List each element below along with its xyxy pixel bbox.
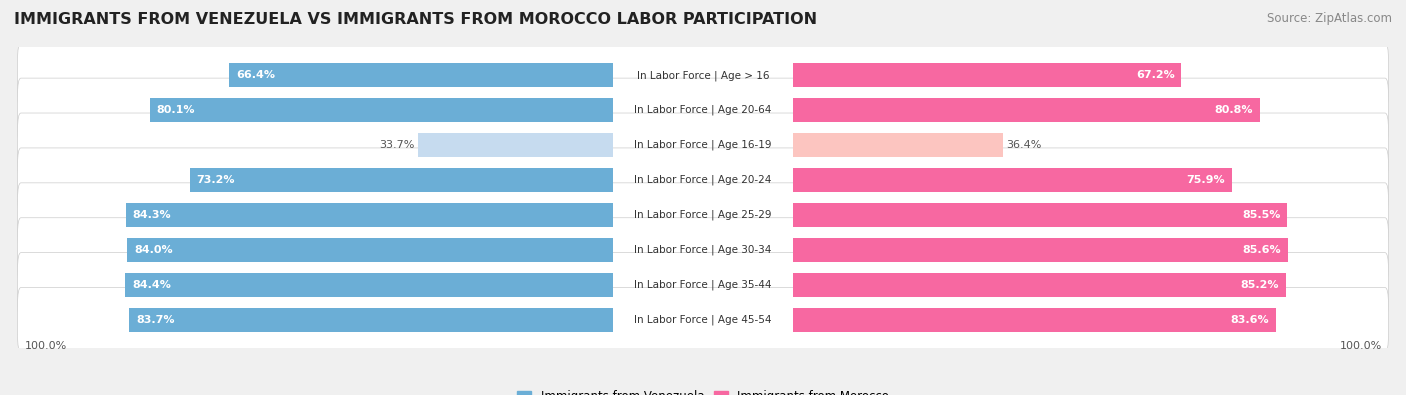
Bar: [229, 64, 613, 87]
FancyBboxPatch shape: [17, 288, 1389, 352]
Bar: [128, 238, 613, 262]
Text: 85.5%: 85.5%: [1241, 210, 1281, 220]
Text: IMMIGRANTS FROM VENEZUELA VS IMMIGRANTS FROM MOROCCO LABOR PARTICIPATION: IMMIGRANTS FROM VENEZUELA VS IMMIGRANTS …: [14, 12, 817, 27]
Text: 66.4%: 66.4%: [236, 70, 276, 80]
Text: 84.4%: 84.4%: [132, 280, 170, 290]
Bar: [190, 168, 613, 192]
Bar: [793, 168, 1232, 192]
Text: In Labor Force | Age 45-54: In Labor Force | Age 45-54: [634, 314, 772, 325]
Text: In Labor Force | Age 35-44: In Labor Force | Age 35-44: [634, 280, 772, 290]
Text: 85.2%: 85.2%: [1240, 280, 1278, 290]
Bar: [125, 203, 613, 227]
Bar: [793, 308, 1277, 331]
Text: In Labor Force | Age 16-19: In Labor Force | Age 16-19: [634, 140, 772, 150]
Text: 84.3%: 84.3%: [132, 210, 172, 220]
Bar: [150, 98, 613, 122]
Text: 84.0%: 84.0%: [134, 245, 173, 255]
Text: 83.6%: 83.6%: [1230, 315, 1270, 325]
Text: In Labor Force | Age > 16: In Labor Force | Age > 16: [637, 70, 769, 81]
FancyBboxPatch shape: [17, 253, 1389, 317]
FancyBboxPatch shape: [17, 43, 1389, 107]
Bar: [129, 308, 613, 331]
Bar: [419, 133, 613, 157]
Bar: [793, 203, 1288, 227]
Bar: [793, 98, 1260, 122]
Text: 100.0%: 100.0%: [1340, 341, 1382, 351]
Text: 100.0%: 100.0%: [24, 341, 66, 351]
Text: In Labor Force | Age 30-34: In Labor Force | Age 30-34: [634, 245, 772, 255]
Bar: [793, 273, 1285, 297]
Text: In Labor Force | Age 25-29: In Labor Force | Age 25-29: [634, 210, 772, 220]
Text: 80.1%: 80.1%: [157, 105, 195, 115]
Bar: [793, 238, 1288, 262]
Text: 67.2%: 67.2%: [1136, 70, 1174, 80]
Text: 36.4%: 36.4%: [1007, 140, 1042, 150]
Text: 33.7%: 33.7%: [380, 140, 415, 150]
Legend: Immigrants from Venezuela, Immigrants from Morocco: Immigrants from Venezuela, Immigrants fr…: [512, 385, 894, 395]
Text: Source: ZipAtlas.com: Source: ZipAtlas.com: [1267, 12, 1392, 25]
Text: 80.8%: 80.8%: [1215, 105, 1253, 115]
Text: In Labor Force | Age 20-24: In Labor Force | Age 20-24: [634, 175, 772, 185]
Text: 75.9%: 75.9%: [1187, 175, 1225, 185]
Text: 83.7%: 83.7%: [136, 315, 174, 325]
FancyBboxPatch shape: [17, 78, 1389, 142]
Bar: [793, 64, 1181, 87]
Bar: [125, 273, 613, 297]
Bar: [793, 133, 1004, 157]
Text: 85.6%: 85.6%: [1243, 245, 1281, 255]
FancyBboxPatch shape: [17, 148, 1389, 212]
FancyBboxPatch shape: [17, 183, 1389, 247]
FancyBboxPatch shape: [17, 113, 1389, 177]
Text: 73.2%: 73.2%: [197, 175, 235, 185]
FancyBboxPatch shape: [17, 218, 1389, 282]
Text: In Labor Force | Age 20-64: In Labor Force | Age 20-64: [634, 105, 772, 115]
